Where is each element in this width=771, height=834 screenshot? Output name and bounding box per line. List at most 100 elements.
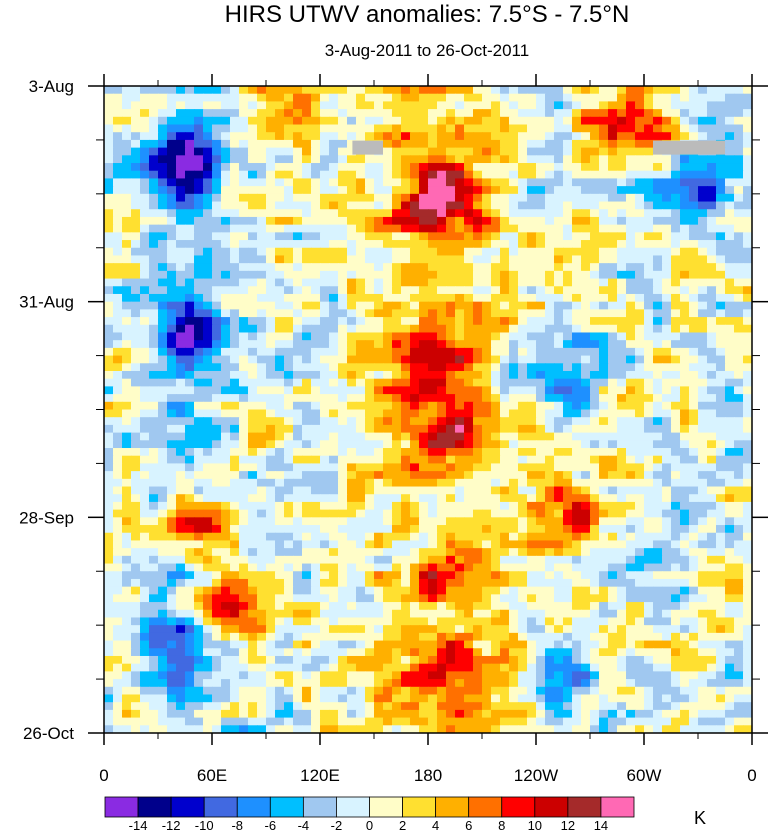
heat-cell — [401, 324, 411, 334]
heat-cell — [500, 417, 510, 426]
heat-cell — [113, 216, 123, 226]
heat-cell — [698, 86, 708, 95]
heat-cell — [104, 293, 114, 303]
heat-cell — [401, 478, 411, 488]
heat-cell — [608, 525, 618, 534]
heat-cell — [662, 363, 672, 372]
heat-cell — [689, 532, 699, 542]
heat-cell — [365, 347, 375, 357]
heat-cell — [311, 486, 321, 495]
heat-cell — [185, 563, 195, 572]
heat-cell — [383, 440, 393, 449]
heat-cell — [473, 263, 483, 272]
heat-cell — [500, 263, 510, 272]
heat-cell — [689, 293, 699, 303]
heat-cell — [374, 455, 384, 465]
heat-cell — [743, 170, 752, 180]
heat-cell — [419, 594, 429, 603]
heat-cell — [428, 263, 438, 272]
heat-cell — [230, 139, 240, 149]
heat-cell — [428, 432, 438, 441]
heat-cell — [311, 409, 321, 418]
heat-cell — [446, 409, 456, 418]
heat-cell — [284, 324, 294, 334]
heat-cell — [518, 347, 528, 357]
heat-cell — [554, 517, 564, 526]
heat-cell — [572, 170, 582, 180]
heat-cell — [599, 240, 609, 249]
heat-cell — [401, 301, 411, 310]
heat-cell — [293, 478, 303, 488]
heat-cell — [653, 163, 663, 172]
heat-cell — [644, 394, 654, 403]
heat-cell — [635, 486, 645, 495]
heat-cell — [383, 301, 393, 310]
heat-cell — [446, 317, 456, 326]
heat-cell — [581, 440, 591, 449]
heat-cell — [608, 355, 618, 364]
heat-cell — [437, 424, 447, 434]
heat-cell — [392, 240, 402, 249]
heat-cell — [293, 116, 303, 126]
heat-cell — [248, 594, 258, 603]
heat-cell — [608, 378, 618, 387]
heat-cell — [500, 463, 510, 472]
heat-cell — [383, 286, 393, 295]
heat-cell — [428, 394, 438, 403]
heat-cell — [590, 255, 600, 264]
heat-cell — [275, 270, 285, 280]
heat-cell — [230, 347, 240, 357]
heat-cell — [482, 471, 492, 480]
heat-cell — [482, 340, 492, 349]
heat-cell — [374, 170, 384, 180]
heat-cell — [518, 363, 528, 372]
heat-cell — [149, 517, 159, 526]
heat-cell — [725, 101, 735, 110]
heat-cell — [392, 139, 402, 149]
heat-cell — [293, 378, 303, 387]
heat-cell — [113, 355, 123, 364]
heat-cell — [293, 255, 303, 264]
heat-cell — [392, 155, 402, 164]
heat-cell — [743, 247, 752, 257]
heat-cell — [365, 132, 375, 141]
heat-cell — [383, 116, 393, 126]
heat-cell — [707, 132, 717, 141]
heat-cell — [473, 594, 483, 603]
heat-cell — [338, 509, 348, 518]
heat-cell — [383, 240, 393, 249]
heat-cell — [311, 93, 321, 103]
heat-cell — [662, 293, 672, 303]
heat-cell — [158, 578, 168, 588]
heat-cell — [275, 93, 285, 103]
heat-cell — [302, 317, 312, 326]
heat-cell — [725, 394, 735, 403]
heat-cell — [608, 116, 618, 126]
heat-cell — [446, 132, 456, 141]
heat-cell — [104, 609, 114, 619]
heat-cell — [635, 394, 645, 403]
heat-cell — [680, 548, 690, 557]
heat-cell — [149, 286, 159, 295]
heat-cell — [446, 309, 456, 318]
heat-cell — [707, 255, 717, 264]
heat-cell — [410, 86, 420, 95]
heat-cell — [527, 370, 537, 380]
heat-cell — [167, 424, 177, 434]
heat-cell — [320, 532, 330, 542]
heat-cell — [167, 224, 177, 233]
heat-cell — [419, 448, 429, 457]
heat-cell — [338, 578, 348, 588]
heat-cell — [266, 478, 276, 488]
heat-cell — [320, 324, 330, 334]
heat-cell — [581, 609, 591, 619]
heat-cell — [311, 563, 321, 572]
heat-cell — [293, 370, 303, 380]
heat-cell — [347, 193, 357, 203]
heat-cell — [716, 286, 726, 295]
heat-cell — [437, 370, 447, 380]
heat-cell — [707, 563, 717, 572]
heat-cell — [221, 370, 231, 380]
heat-cell — [725, 363, 735, 372]
heat-cell — [608, 455, 618, 465]
